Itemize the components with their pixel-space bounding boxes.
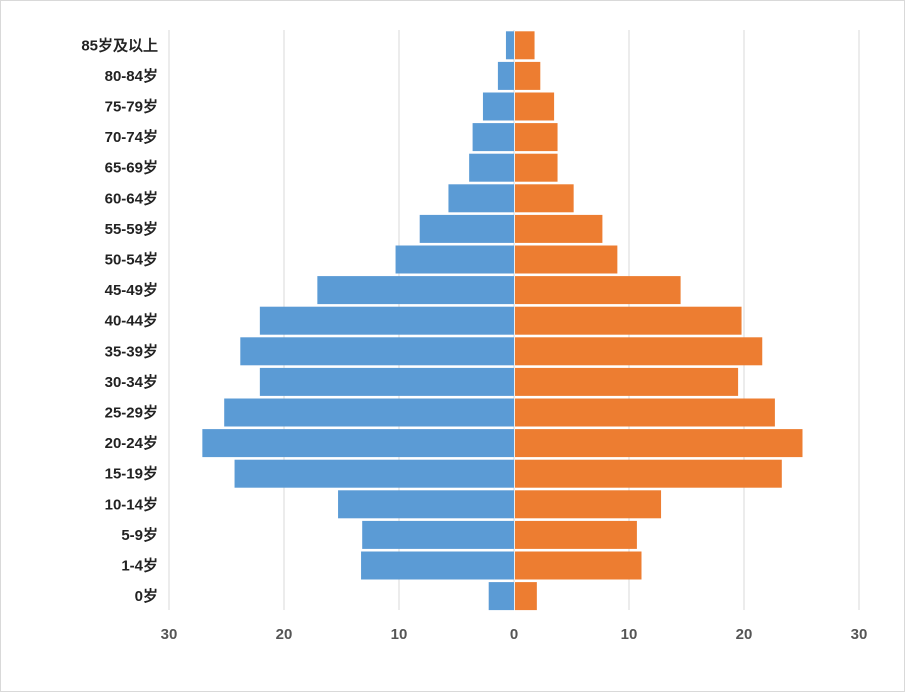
category-label: 0岁 <box>135 587 158 605</box>
bar-left <box>362 520 514 549</box>
bar-left <box>361 551 514 580</box>
bar-left <box>505 31 514 60</box>
category-label: 15-19岁 <box>105 465 158 483</box>
category-label: 50-54岁 <box>105 251 158 269</box>
bar-left <box>469 153 514 182</box>
bar-right <box>515 551 642 580</box>
bars <box>202 31 803 611</box>
x-tick-label: 20 <box>276 626 293 643</box>
bar-right <box>515 582 537 611</box>
category-label: 75-79岁 <box>105 98 158 116</box>
x-axis-tick-labels: 30 20 10 0 10 20 30 <box>161 626 868 643</box>
bar-right <box>515 490 662 519</box>
category-label: 55-59岁 <box>105 220 158 238</box>
category-label: 80-84岁 <box>105 67 158 85</box>
bar-left <box>448 184 514 213</box>
bar-right <box>515 153 558 182</box>
bar-right <box>515 214 603 243</box>
bar-right <box>515 337 763 366</box>
bar-left <box>419 214 514 243</box>
bar-right <box>515 31 535 60</box>
bar-left <box>259 367 514 396</box>
bar-left <box>202 429 514 458</box>
x-tick-label: 10 <box>391 626 408 643</box>
category-label: 85岁及以上 <box>81 36 158 54</box>
category-label: 5-9岁 <box>121 526 158 544</box>
bar-right <box>515 61 541 90</box>
bar-right <box>515 429 803 458</box>
bar-right <box>515 184 574 213</box>
bar-left <box>234 459 515 488</box>
bar-right <box>515 92 555 121</box>
bar-right <box>515 245 618 274</box>
bar-left <box>338 490 514 519</box>
bar-right <box>515 276 681 305</box>
bar-left <box>395 245 514 274</box>
category-label: 20-24岁 <box>105 434 158 452</box>
bar-left <box>240 337 515 366</box>
category-label: 60-64岁 <box>105 189 158 207</box>
bar-left <box>259 306 514 335</box>
category-label: 30-34岁 <box>105 373 158 391</box>
x-tick-label: 0 <box>510 626 518 643</box>
bar-right <box>515 306 742 335</box>
x-tick-label: 10 <box>621 626 638 643</box>
bar-left <box>497 61 514 90</box>
bar-left <box>472 123 514 152</box>
bar-right <box>515 520 637 549</box>
x-tick-label: 30 <box>851 626 868 643</box>
bar-right <box>515 459 782 488</box>
bar-left <box>317 276 514 305</box>
category-label: 45-49岁 <box>105 281 158 299</box>
category-label: 10-14岁 <box>105 495 158 513</box>
bar-left <box>224 398 514 427</box>
bar-right <box>515 367 739 396</box>
category-label: 25-29岁 <box>105 404 158 422</box>
bar-left <box>488 582 514 611</box>
category-label: 1-4岁 <box>121 557 158 575</box>
category-label: 35-39岁 <box>105 342 158 360</box>
category-label: 70-74岁 <box>105 128 158 146</box>
category-axis-labels: 85岁及以上 80-84岁 75-79岁 70-74岁 65-69岁 60-64岁 55-5… <box>81 36 158 605</box>
x-tick-label: 30 <box>161 626 178 643</box>
bar-left <box>482 92 514 121</box>
x-tick-label: 20 <box>736 626 753 643</box>
category-label: 40-44岁 <box>105 312 158 330</box>
category-label: 65-69岁 <box>105 159 158 177</box>
bar-right <box>515 123 558 152</box>
bar-right <box>515 398 775 427</box>
